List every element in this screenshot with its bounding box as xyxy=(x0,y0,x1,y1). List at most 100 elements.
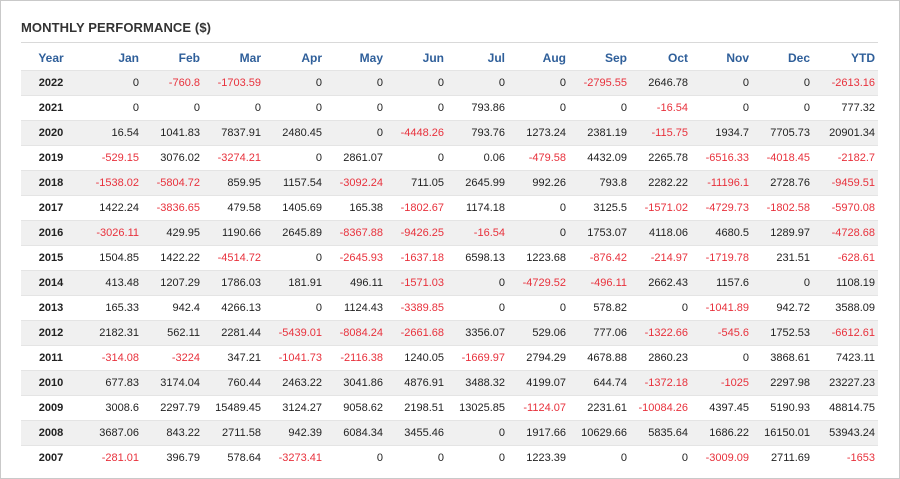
table-cell-dec: 1289.97 xyxy=(752,220,813,246)
table-cell-mar: 479.58 xyxy=(203,195,264,221)
table-cell-ytd: 777.32 xyxy=(813,95,878,121)
table-cell-jan: -1538.02 xyxy=(81,170,142,196)
table-cell-mar: 859.95 xyxy=(203,170,264,196)
monthly-performance-table: Year Jan Feb Mar Apr May Jun Jul Aug Sep Oct Nov Dec… xyxy=(21,45,878,470)
table-cell-jun: 2198.51 xyxy=(386,395,447,421)
table-cell-nov: 4397.45 xyxy=(691,395,752,421)
table-cell-aug: 992.26 xyxy=(508,170,569,196)
table-cell-dec: -4018.45 xyxy=(752,145,813,171)
table-cell-mar: -1703.59 xyxy=(203,70,264,96)
row-year-label: 2007 xyxy=(21,445,81,470)
table-cell-mar: -3274.21 xyxy=(203,145,264,171)
table-cell-jun: -1802.67 xyxy=(386,195,447,221)
table-cell-feb: 0 xyxy=(142,95,203,121)
table-cell-sep: 10629.66 xyxy=(569,420,630,446)
table-row: 2020 16.54 1041.83 7837.91 2480.45 0 -4448.26 7… xyxy=(21,120,878,146)
column-header-year: Year xyxy=(38,50,64,65)
table-cell-aug: -479.58 xyxy=(508,145,569,171)
table-cell-aug: 0 xyxy=(508,95,569,121)
table-cell-jan: 165.33 xyxy=(81,295,142,321)
table-cell-feb: 3174.04 xyxy=(142,370,203,396)
table-cell-jun: 0 xyxy=(386,145,447,171)
table-cell-oct: -1322.66 xyxy=(630,320,691,346)
table-cell-sep: 0 xyxy=(569,95,630,121)
table-cell-sep: 793.8 xyxy=(569,170,630,196)
table-cell-may: 0 xyxy=(325,95,386,121)
column-header-jun: Jun xyxy=(422,50,444,65)
row-year-label: 2010 xyxy=(21,370,81,396)
table-cell-nov: 4680.5 xyxy=(691,220,752,246)
table-cell-jan: 0 xyxy=(81,70,142,96)
row-year-label: 2022 xyxy=(21,70,81,96)
row-year-label: 2020 xyxy=(21,120,81,146)
table-row: 2010 677.83 3174.04 760.44 2463.22 3041.86 487… xyxy=(21,370,878,396)
table-cell-mar: 1190.66 xyxy=(203,220,264,246)
table-cell-may: 3041.86 xyxy=(325,370,386,396)
table-cell-jul: -16.54 xyxy=(447,220,508,246)
table-cell-oct: 2282.22 xyxy=(630,170,691,196)
table-cell-jul: 793.86 xyxy=(447,95,508,121)
table-cell-jan: 2182.31 xyxy=(81,320,142,346)
table-cell-jul: 793.76 xyxy=(447,120,508,146)
table-cell-jun: 0 xyxy=(386,70,447,96)
table-row: 2018 -1538.02 -5804.72 859.95 1157.54 -3092.2… xyxy=(21,170,878,196)
table-cell-nov: 0 xyxy=(691,345,752,371)
table-cell-dec: 3868.61 xyxy=(752,345,813,371)
table-cell-ytd: -2182.7 xyxy=(813,145,878,171)
table-cell-sep: 4678.88 xyxy=(569,345,630,371)
table-cell-dec: 0 xyxy=(752,270,813,296)
table-cell-ytd: -5970.08 xyxy=(813,195,878,221)
table-cell-oct: -1571.02 xyxy=(630,195,691,221)
table-row: 2008 3687.06 843.22 2711.58 942.39 6084.34 345… xyxy=(21,420,878,446)
table-cell-jan: -3026.11 xyxy=(81,220,142,246)
table-cell-jun: -1571.03 xyxy=(386,270,447,296)
table-cell-may: -2645.93 xyxy=(325,245,386,271)
table-cell-feb: 3076.02 xyxy=(142,145,203,171)
table-cell-feb: -5804.72 xyxy=(142,170,203,196)
table-cell-feb: -760.8 xyxy=(142,70,203,96)
table-cell-apr: -5439.01 xyxy=(264,320,325,346)
table-row: 2013 165.33 942.4 4266.13 0 1124.43 -3389.85 0 0… xyxy=(21,295,878,321)
table-cell-may: 2861.07 xyxy=(325,145,386,171)
table-cell-nov: -1025 xyxy=(691,370,752,396)
table-cell-aug: 0 xyxy=(508,295,569,321)
table-cell-oct: 2860.23 xyxy=(630,345,691,371)
table-cell-may: -8367.88 xyxy=(325,220,386,246)
table-cell-dec: 942.72 xyxy=(752,295,813,321)
table-cell-oct: 2662.43 xyxy=(630,270,691,296)
table-row: 2022 0 -760.8 -1703.59 0 0 0 0 0 -2795.55 2646.78 0… xyxy=(21,70,878,96)
table-cell-ytd: -6612.61 xyxy=(813,320,878,346)
table-cell-dec: 16150.01 xyxy=(752,420,813,446)
table-cell-oct: 0 xyxy=(630,295,691,321)
table-cell-ytd: 1108.19 xyxy=(813,270,878,296)
table-cell-jul: -1669.97 xyxy=(447,345,508,371)
table-cell-feb: 1422.22 xyxy=(142,245,203,271)
row-year-label: 2017 xyxy=(21,195,81,221)
table-cell-jun: -1637.18 xyxy=(386,245,447,271)
table-cell-aug: 1223.39 xyxy=(508,445,569,470)
table-row: 2016 -3026.11 429.95 1190.66 2645.89 -8367.88… xyxy=(21,220,878,246)
title-divider xyxy=(21,42,878,43)
table-cell-apr: 0 xyxy=(264,145,325,171)
table-cell-apr: 942.39 xyxy=(264,420,325,446)
table-cell-dec: 7705.73 xyxy=(752,120,813,146)
table-cell-may: 0 xyxy=(325,120,386,146)
table-cell-apr: 3124.27 xyxy=(264,395,325,421)
table-cell-apr: -3273.41 xyxy=(264,445,325,470)
table-cell-jan: -314.08 xyxy=(81,345,142,371)
table-cell-aug: 4199.07 xyxy=(508,370,569,396)
table-cell-dec: 0 xyxy=(752,95,813,121)
table-cell-jun: -3389.85 xyxy=(386,295,447,321)
row-year-label: 2012 xyxy=(21,320,81,346)
table-cell-oct: -1372.18 xyxy=(630,370,691,396)
table-cell-mar: 2281.44 xyxy=(203,320,264,346)
table-cell-mar: 7837.91 xyxy=(203,120,264,146)
row-year-label: 2013 xyxy=(21,295,81,321)
table-cell-sep: 2231.61 xyxy=(569,395,630,421)
table-row: 2011 -314.08 -3224 347.21 -1041.73 -2116.38 12… xyxy=(21,345,878,371)
table-cell-apr: 2645.89 xyxy=(264,220,325,246)
table-cell-aug: 0 xyxy=(508,220,569,246)
table-cell-oct: -115.75 xyxy=(630,120,691,146)
table-cell-oct: 2265.78 xyxy=(630,145,691,171)
